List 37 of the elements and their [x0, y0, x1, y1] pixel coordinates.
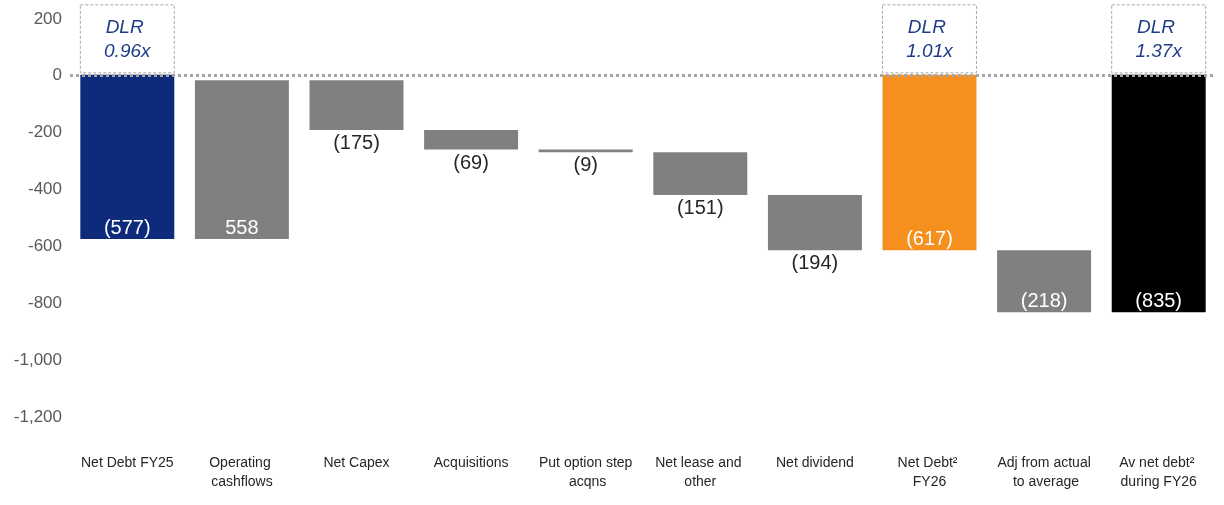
x-tick-label: Net Debt FY25: [81, 453, 174, 470]
data-label: (69): [453, 150, 489, 173]
annotation: DLR 1.01x: [906, 16, 955, 62]
data-label: (194): [791, 251, 839, 274]
x-tick-label: Acquisitions: [433, 453, 509, 470]
y-tick-label: -600: [27, 235, 62, 255]
data-label: (9): [573, 153, 598, 176]
y-tick-label: -800: [27, 292, 62, 312]
y-tick-label: 200: [33, 8, 62, 28]
annotation: DLR 0.96x: [104, 16, 153, 62]
bar: [767, 195, 862, 251]
x-tick-label: Net Capex: [323, 453, 390, 470]
annotation: DLR 1.37x: [1135, 16, 1184, 62]
x-tick-label: Net dividend: [775, 453, 854, 470]
bar: [194, 80, 289, 239]
bar: [653, 152, 748, 196]
data-label: 558: [225, 215, 259, 238]
x-tick-label: Put option step acqns: [539, 453, 633, 489]
x-tick-label: Net Debt² FY26: [897, 453, 962, 489]
data-label: (151): [676, 196, 724, 219]
y-tick-label: -1,200: [13, 406, 62, 426]
bar: [309, 80, 404, 131]
bar: [424, 130, 519, 150]
x-tick-label: Adj from actual to average: [997, 453, 1091, 489]
y-tick-label: -400: [27, 179, 62, 199]
y-tick-label: -1,000: [13, 349, 62, 369]
y-tick-label: 0: [52, 65, 62, 85]
data-label: (175): [333, 131, 380, 154]
data-label: (617): [906, 227, 953, 250]
x-tick-label: Net lease and other: [655, 453, 746, 489]
y-tick-label: -200: [27, 122, 62, 142]
x-tick-label: Av net debt² during FY26: [1119, 453, 1199, 489]
data-label: (835): [1135, 289, 1183, 312]
data-label: (577): [103, 215, 151, 238]
bar: [997, 250, 1092, 313]
data-label: (218): [1020, 289, 1068, 312]
x-tick-label: Operating cashflows: [209, 453, 275, 489]
